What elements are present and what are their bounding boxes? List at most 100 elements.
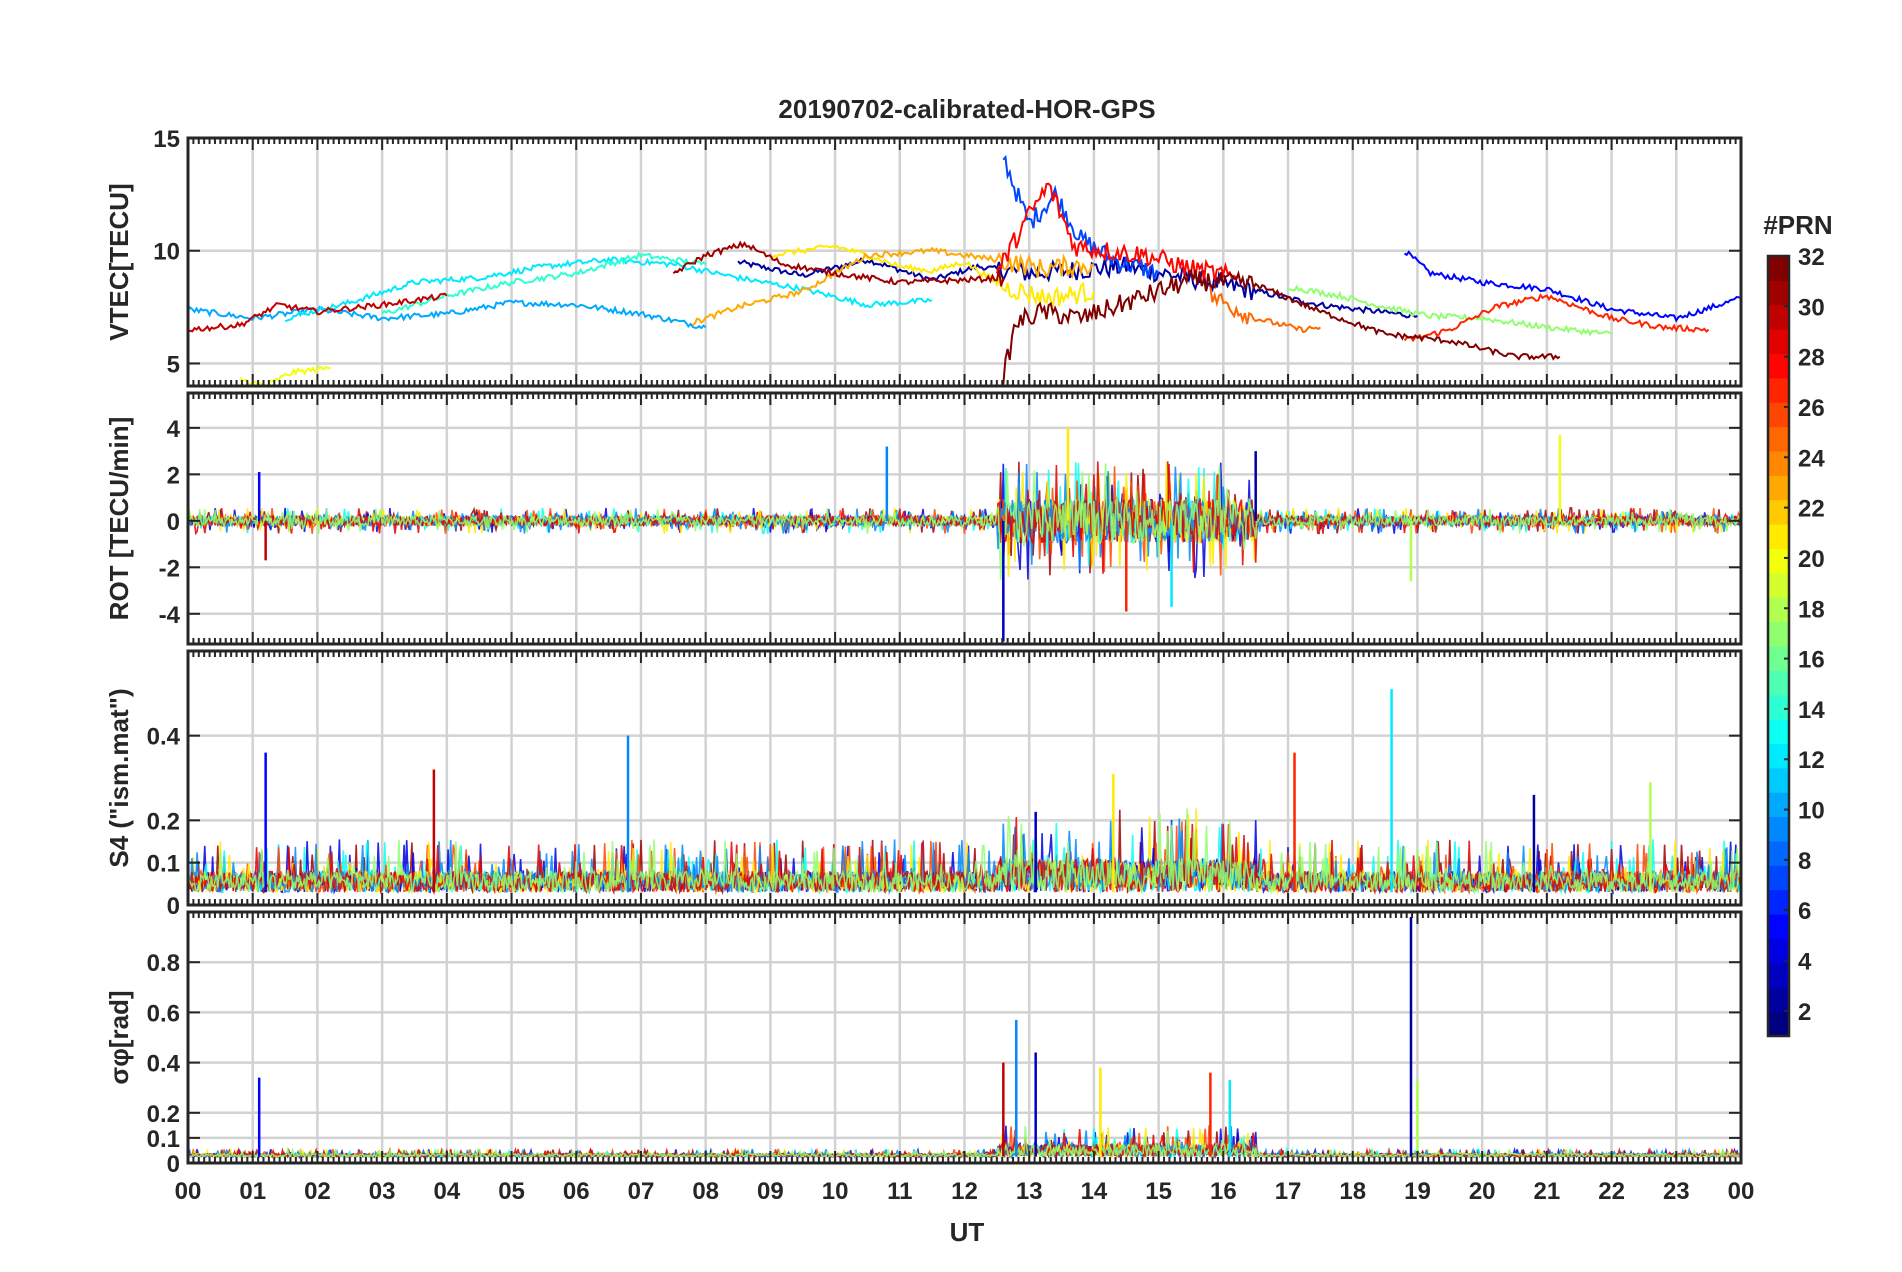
y-tick-label: -2	[159, 555, 180, 582]
y-axis-label: VTEC[TECU]	[104, 183, 134, 340]
x-tick-label: 07	[628, 1178, 655, 1205]
colorbar-segment	[1768, 597, 1789, 623]
colorbar-tick-label: 16	[1798, 647, 1825, 674]
colorbar-segment	[1768, 621, 1789, 647]
colorbar-segment	[1768, 426, 1789, 452]
colorbar-segment	[1768, 377, 1789, 403]
plot-area	[188, 427, 1741, 642]
x-ticks	[187, 912, 1742, 1163]
noise-trace-prn-17	[188, 808, 1741, 896]
colorbar-tick-label: 10	[1798, 798, 1825, 825]
colorbar-segment	[1768, 719, 1789, 744]
y-tick-label: 0.1	[147, 851, 180, 878]
colorbar-segment	[1768, 841, 1789, 866]
y-tick-label: -4	[159, 602, 181, 629]
x-tick-label: 10	[822, 1178, 849, 1205]
colorbar-segment	[1768, 572, 1789, 598]
x-tick-label: 21	[1534, 1178, 1561, 1205]
y-tick-label: 0	[167, 893, 180, 920]
x-tick-label: 15	[1145, 1178, 1172, 1205]
vtec-series-prn-32	[1002, 268, 1561, 385]
vtec-series-prn-12	[284, 256, 933, 323]
colorbar-tick-label: 12	[1798, 747, 1825, 774]
colorbar-segment	[1768, 280, 1789, 306]
y-tick-label: 0.8	[147, 950, 180, 977]
colorbar-segment	[1768, 987, 1789, 1013]
x-tick-label: 13	[1016, 1178, 1043, 1205]
x-tick-label: 03	[369, 1178, 396, 1205]
x-tick-label: 23	[1663, 1178, 1690, 1205]
colorbar-segment	[1768, 1011, 1789, 1037]
y-tick-label: 2	[167, 462, 180, 489]
colorbar-segment	[1768, 914, 1789, 939]
colorbar-segment	[1768, 670, 1789, 696]
colorbar-segment	[1768, 865, 1789, 891]
y-tick-label: 0.4	[147, 1051, 181, 1078]
vtec-series-prn-30	[188, 292, 448, 333]
x-tick-label: 19	[1404, 1178, 1431, 1205]
colorbar-segment	[1768, 329, 1789, 354]
colorbar-segment	[1768, 938, 1789, 964]
vtec-series-prn-31	[672, 240, 1005, 287]
y-axis-label: S4 ("ism.mat")	[104, 688, 134, 867]
colorbar-segment	[1768, 767, 1789, 793]
y-tick-label: 0.1	[147, 1126, 180, 1153]
colorbar-frame	[1766, 254, 1791, 1038]
x-tick-label: 20	[1469, 1178, 1496, 1205]
colorbar-segment	[1768, 792, 1789, 818]
colorbar-segment	[1768, 743, 1789, 769]
y-tick-label: 5	[167, 351, 180, 378]
y-tick-label: 15	[153, 126, 180, 153]
vtec-series-prn-10	[188, 299, 707, 330]
y-tick-label: 10	[153, 239, 180, 266]
x-tick-label: 05	[498, 1178, 525, 1205]
vtec-series-prn-23	[692, 246, 1095, 326]
colorbar-tick-label: 28	[1798, 345, 1825, 372]
vtec-series-prn-5	[1403, 250, 1741, 323]
x-tick-label: 01	[239, 1178, 266, 1205]
y-tick-label: 0.2	[147, 808, 180, 835]
x-tick-label: 06	[563, 1178, 590, 1205]
y-tick-label: 0.2	[147, 1101, 180, 1128]
y-axis-label: σφ[rad]	[104, 990, 134, 1084]
colorbar-segment	[1768, 962, 1789, 988]
colorbar-tick-label: 6	[1798, 898, 1811, 925]
x-tick-label: 17	[1275, 1178, 1302, 1205]
colorbar-segment	[1768, 889, 1789, 915]
vtec-series-prn-28	[995, 182, 1237, 282]
colorbar-segment	[1768, 451, 1789, 476]
colorbar-tick-label: 30	[1798, 294, 1825, 321]
colorbar-segment	[1768, 475, 1789, 501]
colorbar-segment	[1768, 694, 1789, 720]
x-tick-label: 12	[951, 1178, 978, 1205]
x-ticks	[187, 651, 1742, 905]
y-tick-label: 0.4	[147, 724, 181, 751]
panel-2: -4 -2 0 2 4 ROT [TECU/min]	[104, 391, 1743, 646]
vtec-series-prn-25	[1209, 287, 1321, 334]
panel-4: 00.10.2 0.4 0.6 0.8 σφ[rad]	[104, 910, 1743, 1178]
x-tick-label: 09	[757, 1178, 784, 1205]
chart-title: 20190702-calibrated-HOR-GPS	[778, 94, 1155, 124]
noise-trace-prn-21	[188, 808, 1741, 896]
y-tick-label: 0	[167, 1151, 180, 1178]
colorbar-label: #PRN	[1763, 210, 1832, 240]
vtec-series-prn-7	[1002, 154, 1160, 280]
x-tick-label: 18	[1339, 1178, 1366, 1205]
x-ticks	[187, 138, 1742, 386]
x-tick-label: 00	[175, 1178, 202, 1205]
plot-area	[188, 689, 1741, 896]
colorbar-tick-label: 8	[1798, 848, 1811, 875]
noise-trace-prn-17	[188, 463, 1741, 580]
vtec-series-prn-17	[1287, 284, 1613, 337]
colorbar-segment	[1768, 646, 1789, 671]
colorbar-segment	[1768, 524, 1789, 549]
colorbar-tick-label: 14	[1798, 697, 1825, 724]
colorbar-tick-label: 32	[1798, 244, 1825, 271]
colorbar-segment	[1768, 548, 1789, 574]
colorbar-segment	[1768, 499, 1789, 525]
plot-area	[188, 154, 1741, 386]
colorbar-segment	[1768, 816, 1789, 842]
grid	[188, 912, 1741, 1163]
